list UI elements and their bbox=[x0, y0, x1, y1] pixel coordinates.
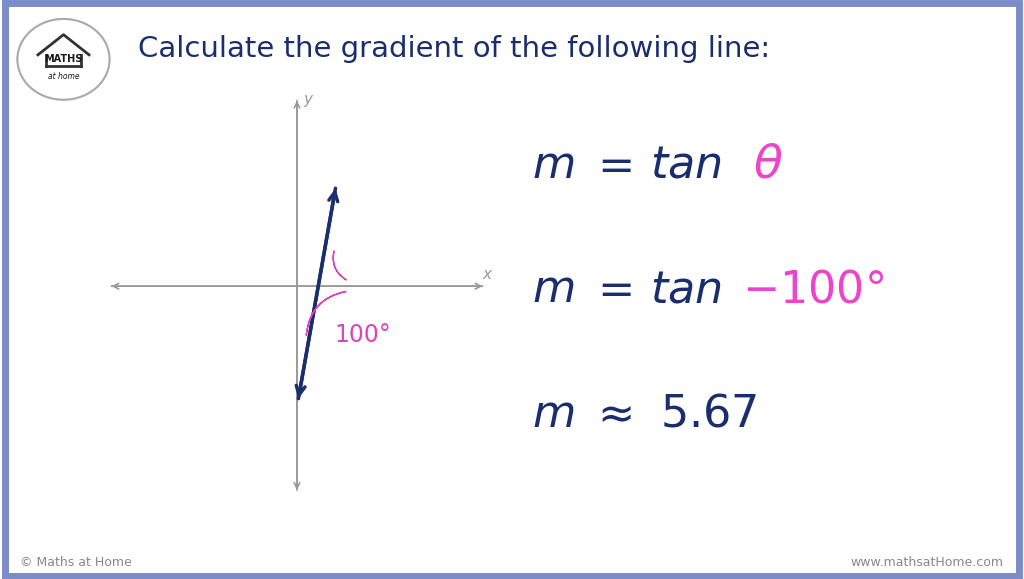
Circle shape bbox=[18, 20, 109, 99]
Text: $\mathit{m}$: $\mathit{m}$ bbox=[532, 144, 574, 186]
Text: $\mathit{tan}$: $\mathit{tan}$ bbox=[650, 268, 722, 311]
Text: www.mathsatHome.com: www.mathsatHome.com bbox=[851, 556, 1004, 569]
Text: Calculate the gradient of the following line:: Calculate the gradient of the following … bbox=[138, 35, 770, 63]
Text: at home: at home bbox=[48, 72, 79, 81]
Text: $\mathit{-100°}$: $\mathit{-100°}$ bbox=[742, 268, 885, 311]
Text: © Maths at Home: © Maths at Home bbox=[20, 556, 132, 569]
Text: $\mathit{m}$: $\mathit{m}$ bbox=[532, 393, 574, 435]
Text: $=$: $=$ bbox=[589, 268, 632, 311]
Text: MATHS: MATHS bbox=[44, 54, 83, 64]
Text: $\mathit{5.67}$: $\mathit{5.67}$ bbox=[660, 393, 758, 435]
Text: $\approx$: $\approx$ bbox=[589, 393, 632, 435]
Circle shape bbox=[17, 19, 110, 100]
Text: $\mathit{tan}$: $\mathit{tan}$ bbox=[650, 144, 722, 186]
Text: $=$: $=$ bbox=[589, 144, 632, 186]
Text: y: y bbox=[303, 91, 312, 107]
Text: $\mathit{m}$: $\mathit{m}$ bbox=[532, 268, 574, 311]
Text: x: x bbox=[482, 267, 492, 282]
Text: 100°: 100° bbox=[335, 323, 391, 347]
FancyArrowPatch shape bbox=[333, 251, 346, 280]
Text: $\mathit{\theta}$: $\mathit{\theta}$ bbox=[753, 142, 782, 188]
FancyArrowPatch shape bbox=[306, 291, 346, 335]
